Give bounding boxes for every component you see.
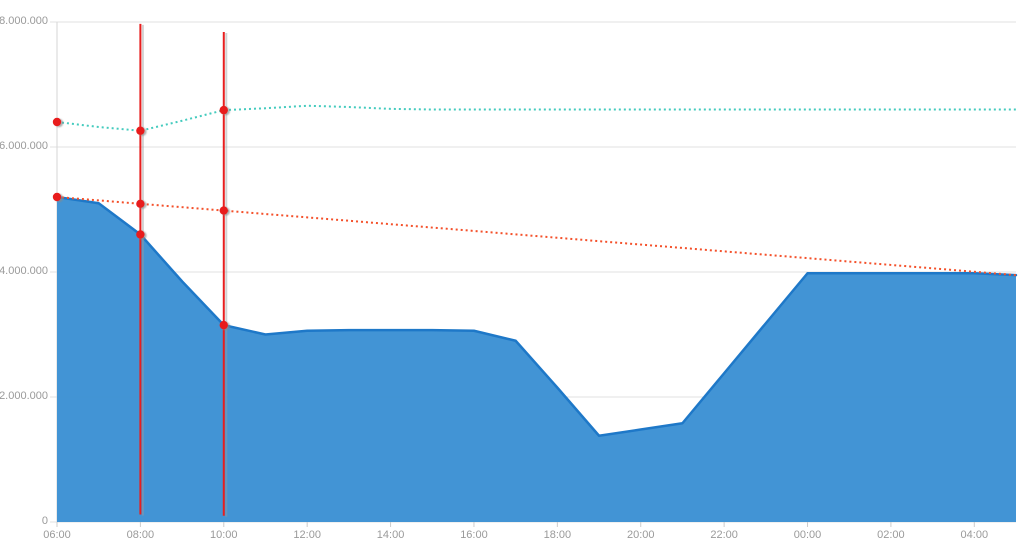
blue-area-stroke [55,195,1018,437]
marker-dot-teal-dotted-line-10:00[interactable] [219,105,228,115]
x-axis-label: 04:00 [961,529,989,541]
marker-dot-blue-area-08:00[interactable] [136,230,145,239]
blue-area-fill [57,197,1016,522]
x-axis-label: 18:00 [544,529,572,541]
x-axis-label: 20:00 [627,529,655,541]
x-axis-label: 12:00 [293,529,321,541]
x-axis-label: 00:00 [794,529,822,541]
x-axis-label: 08:00 [127,529,155,541]
marker-dot-blue-area-10:00[interactable] [219,320,228,330]
x-axis-label: 16:00 [460,529,488,541]
x-axis-label: 02:00 [877,529,905,541]
y-axis-label: 0 [42,515,48,527]
marker-dot-teal-dotted-line-06:00[interactable] [52,117,62,127]
x-axis-label: 14:00 [377,529,405,541]
y-axis-label: 8.000.000 [0,15,48,27]
y-axis-label: 2.000.000 [0,390,48,402]
marker-dot-orange-dotted-line-06:00[interactable] [52,192,62,202]
x-axis-label: 10:00 [210,529,238,541]
x-axis-label: 06:00 [43,529,71,541]
x-axis-label: 22:00 [710,529,738,541]
marker-dot-orange-dotted-line-10:00[interactable] [219,206,228,215]
y-axis-label: 4.000.000 [0,265,48,277]
marker-dot-teal-dotted-line-08:00[interactable] [136,126,145,135]
y-axis-label: 6.000.000 [0,140,48,152]
orange-dotted-line [56,196,1017,277]
marker-dot-orange-dotted-line-08:00[interactable] [136,199,145,209]
teal-dotted-line [56,104,1016,132]
